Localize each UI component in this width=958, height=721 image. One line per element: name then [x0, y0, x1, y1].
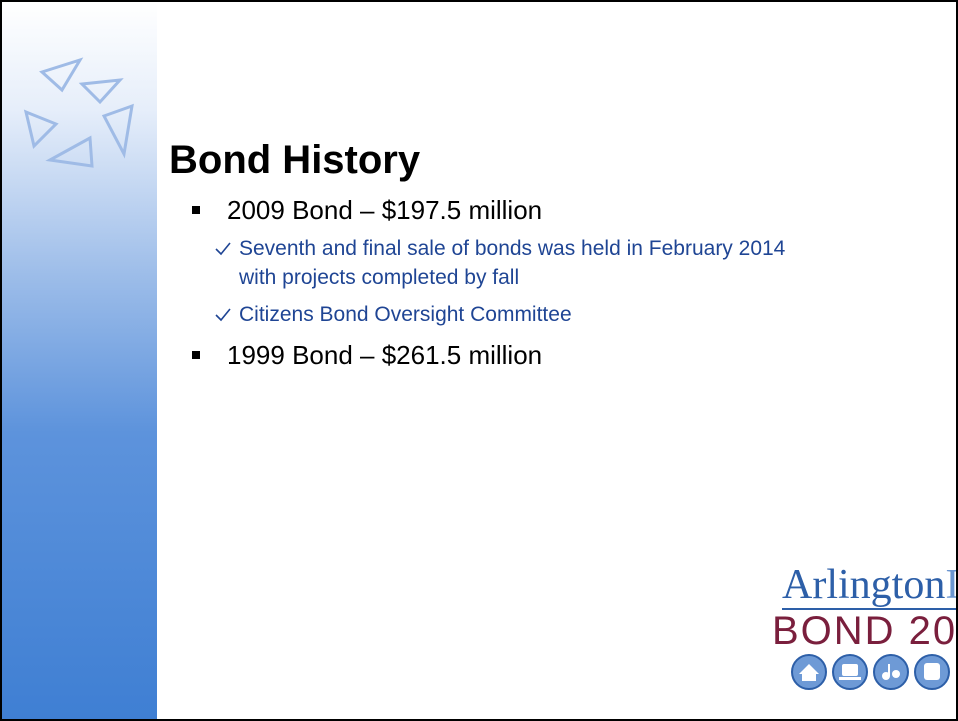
sub-bullet-text: Citizens Bond Oversight Committee [239, 303, 572, 326]
logo-tagline: BOND 2014 [772, 609, 958, 653]
bullet: 1999 Bond – $261.5 million [192, 337, 912, 373]
star-logo [23, 57, 134, 168]
slide-title: Bond History [169, 138, 421, 182]
bullet-list: 2009 Bond – $197.5 million Seventh and fi… [192, 192, 912, 379]
sub-bullet: Citizens Bond Oversight Committee [215, 300, 809, 329]
sub-bullet-text: Seventh and final sale of bonds was held… [239, 237, 786, 289]
logo-name-main: Arlington [782, 562, 946, 608]
bullet-text: 2009 Bond – $197.5 million [227, 195, 543, 225]
bullet-marker [192, 351, 200, 359]
logo: ArlingtonISD BOND 2014 [772, 562, 958, 699]
bullet-text: 1999 Bond – $261.5 million [227, 340, 543, 370]
sub-bullet: Seventh and final sale of bonds was held… [215, 234, 809, 292]
check-marker [215, 308, 231, 322]
bullet-marker [192, 206, 200, 214]
logo-name-suffix: ISD [945, 562, 958, 608]
bullet: 2009 Bond – $197.5 million [192, 192, 912, 228]
logo-name: ArlingtonISD [782, 562, 958, 610]
logo-icons [791, 654, 950, 690]
check-marker [215, 242, 231, 256]
